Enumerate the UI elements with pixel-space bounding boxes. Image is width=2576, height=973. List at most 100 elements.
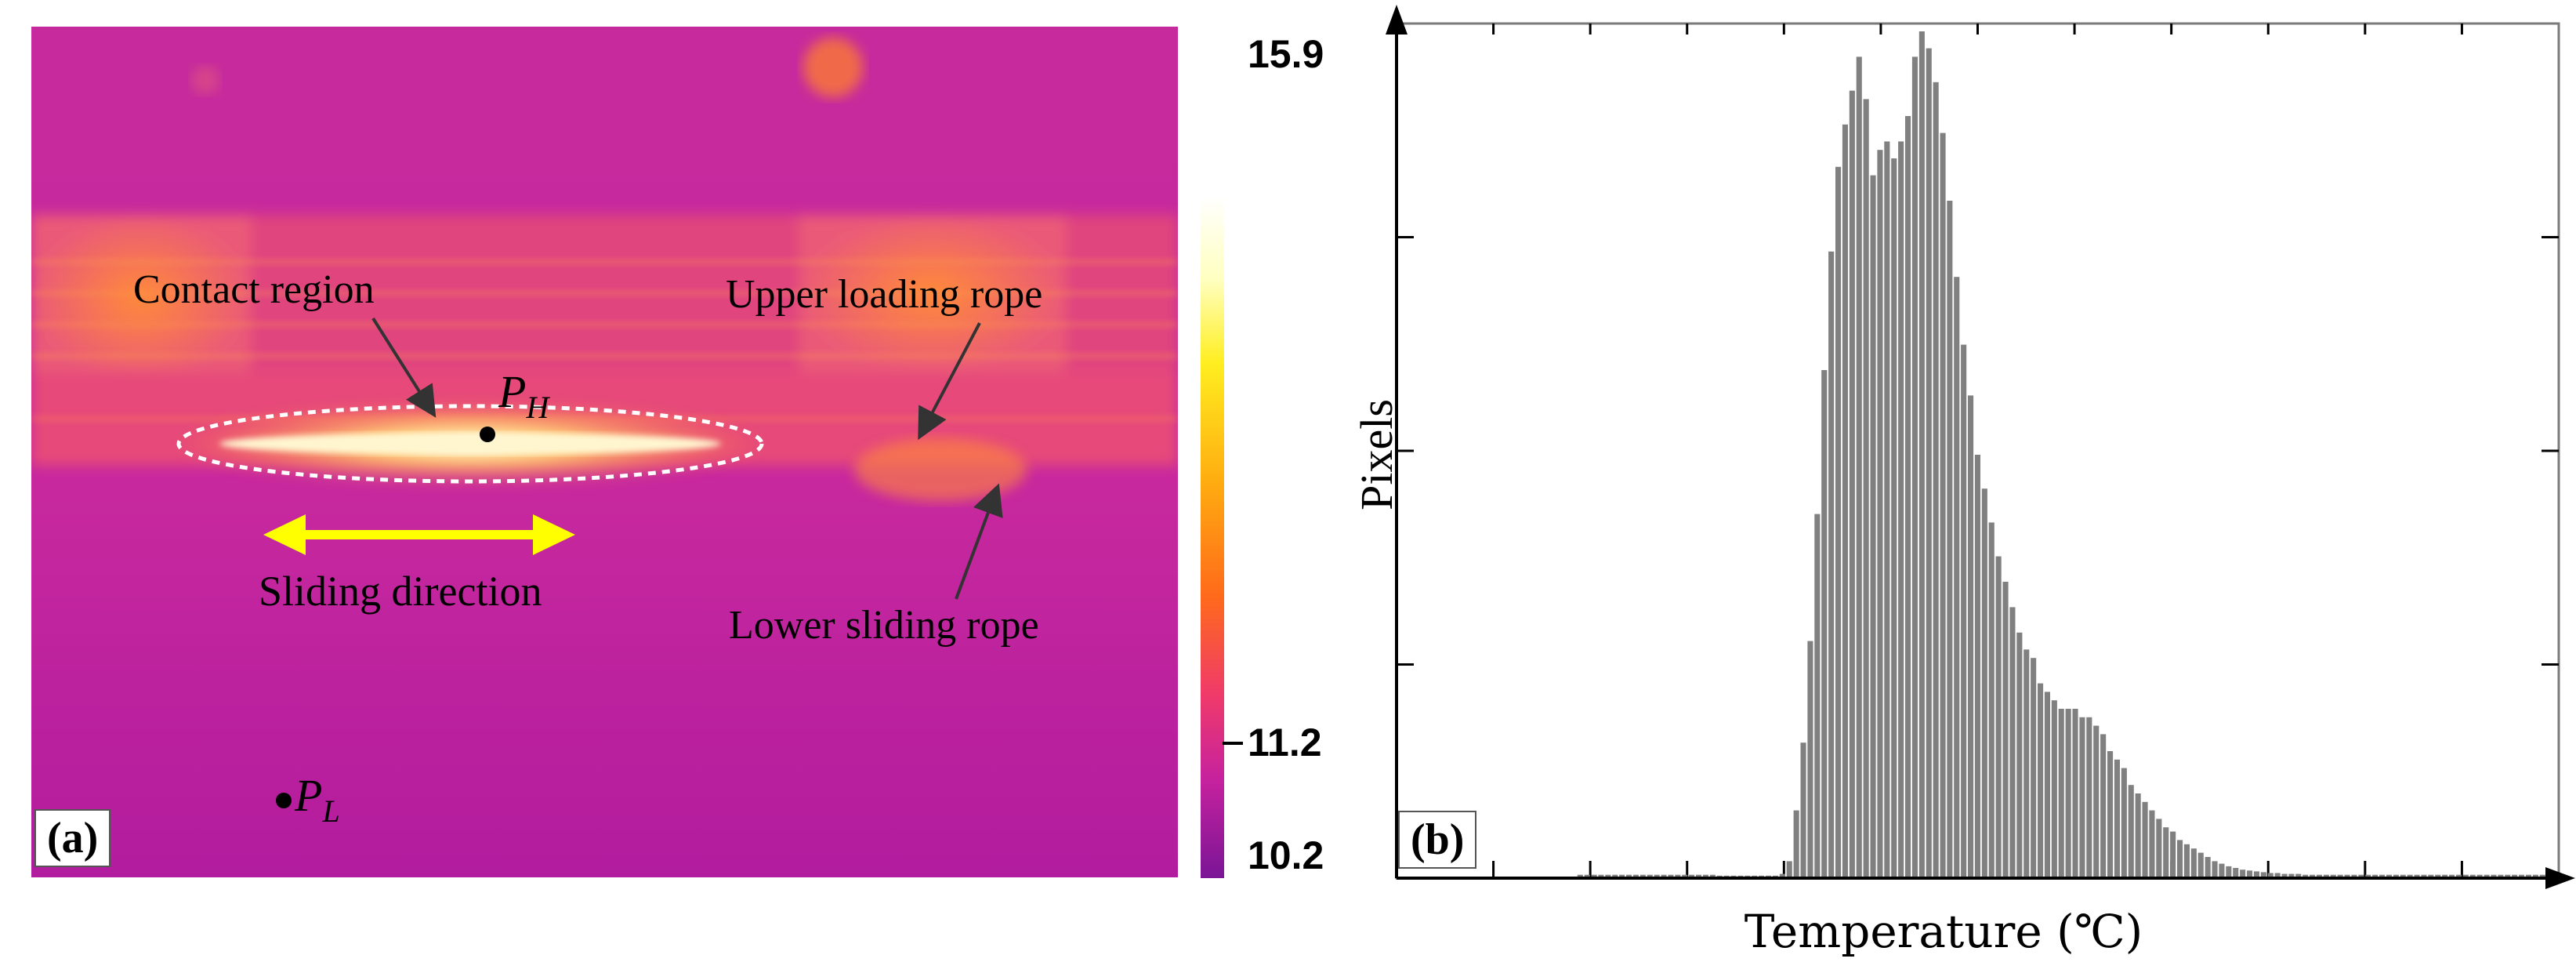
histogram-bar xyxy=(2400,874,2406,878)
histogram-bar xyxy=(2009,607,2016,878)
histogram-bar xyxy=(2386,874,2392,878)
histogram-bar xyxy=(2100,734,2107,878)
colorbar-min-label: 10.2 xyxy=(1248,833,1324,877)
histogram-bar xyxy=(1619,874,1625,878)
histogram-bar xyxy=(2435,874,2441,878)
histogram-bar xyxy=(2505,874,2511,878)
histogram-bar xyxy=(2016,632,2023,878)
ph-point xyxy=(480,427,495,442)
histogram-bar xyxy=(1654,874,1660,878)
histogram-bar xyxy=(2288,873,2295,878)
histogram-bar xyxy=(2135,793,2141,878)
histogram-bar xyxy=(1807,641,1813,878)
histogram-bar xyxy=(2149,810,2155,878)
histogram-bar xyxy=(1689,874,1695,878)
histogram-bar xyxy=(1591,874,1597,878)
colorbar-max-label: 15.9 xyxy=(1248,32,1324,76)
histogram-bar xyxy=(2274,873,2281,878)
histogram-bar xyxy=(2253,871,2259,878)
histogram-bar xyxy=(2379,874,2386,878)
histogram-bar xyxy=(2365,874,2371,878)
histogram-bar xyxy=(1800,742,1806,878)
histogram-bar xyxy=(1821,370,1828,878)
histogram-bar xyxy=(1605,874,1611,878)
histogram-bar xyxy=(2519,874,2525,878)
histogram-bar xyxy=(1988,522,1994,878)
histogram-bar xyxy=(2498,874,2504,878)
ph-label: PH xyxy=(498,366,550,425)
upper-loading-rope-label: Upper loading rope xyxy=(726,272,1042,317)
contact-region-label: Contact region xyxy=(133,267,375,312)
histogram-bar xyxy=(2190,848,2197,878)
histogram-bar xyxy=(1598,874,1604,878)
histogram-bar xyxy=(2330,874,2336,878)
histogram-bar xyxy=(1626,874,1632,878)
contact-hot-core xyxy=(219,433,721,455)
histogram-bar xyxy=(2532,874,2538,878)
histogram-bar xyxy=(1981,488,1987,878)
lower-rope-warm xyxy=(854,438,1027,501)
histogram-chart: Pixels Temperature (℃) xyxy=(1351,5,2575,958)
histogram-bar xyxy=(2142,801,2148,878)
histogram-bar xyxy=(1856,56,1862,878)
histogram-bar xyxy=(1954,277,1960,878)
histogram-bar xyxy=(2393,874,2399,878)
histogram-bars xyxy=(1577,31,2552,879)
histogram-bar xyxy=(2240,870,2246,878)
histogram-bar xyxy=(2281,873,2288,878)
histogram-bar xyxy=(2247,870,2253,878)
histogram-bar xyxy=(2093,725,2100,878)
histogram-bar xyxy=(1898,141,1904,878)
histogram-bar xyxy=(2525,874,2531,878)
histogram-bar xyxy=(2462,874,2469,878)
histogram-bar xyxy=(2163,827,2169,878)
histogram-bar xyxy=(2086,717,2092,878)
histogram-bar xyxy=(2323,874,2329,878)
histogram-bar xyxy=(2197,852,2204,878)
histogram-bar xyxy=(1584,874,1590,878)
histogram-bar xyxy=(1926,48,1932,879)
x-axis-arrowhead xyxy=(2545,867,2575,889)
histogram-bar xyxy=(2421,874,2427,878)
histogram-bar xyxy=(1877,150,1883,878)
histogram-bar xyxy=(1814,514,1821,878)
histogram-bar xyxy=(1995,556,2002,878)
histogram-bar xyxy=(1779,873,1785,878)
histogram-bar xyxy=(2512,874,2518,878)
histogram-bar xyxy=(2128,785,2134,878)
histogram-bar xyxy=(2079,717,2085,878)
histogram-bar xyxy=(2156,819,2162,878)
histogram-bar xyxy=(1828,251,1835,878)
contact-region-arrow xyxy=(371,317,437,418)
histogram-bar xyxy=(1577,874,1583,878)
histogram-bar xyxy=(2428,874,2434,878)
histogram-bar xyxy=(2455,874,2462,878)
histogram-bar xyxy=(2414,874,2420,878)
hot-spot-top-left xyxy=(191,66,219,94)
colorbar-mid-label: 11.2 xyxy=(1248,721,1322,764)
histogram-bar xyxy=(1842,124,1848,879)
histogram-bar xyxy=(2205,857,2211,878)
histogram-bar xyxy=(2337,874,2343,878)
hot-spot-top xyxy=(803,38,863,97)
histogram-bar xyxy=(1793,810,1799,878)
histogram-bar xyxy=(2233,868,2239,878)
histogram-bar xyxy=(2358,874,2364,878)
histogram-bar xyxy=(2539,874,2545,878)
panel-b-tag: (b) xyxy=(1398,811,1477,869)
histogram-bar xyxy=(1786,861,1792,878)
histogram-bar xyxy=(1884,141,1890,878)
histogram-bar xyxy=(2170,831,2176,878)
histogram-bar xyxy=(1632,874,1639,878)
histogram-bar xyxy=(2051,700,2057,878)
histogram-bar xyxy=(1911,56,1918,878)
sliding-direction-label: Sliding direction xyxy=(259,568,542,615)
histogram-bar xyxy=(2023,649,2030,878)
histogram-bar xyxy=(1863,99,1869,878)
histogram-bar xyxy=(1947,201,1953,878)
histogram-bar xyxy=(1612,874,1618,878)
histogram-bar xyxy=(1639,874,1646,878)
histogram-bar xyxy=(1668,874,1674,878)
histogram-bar xyxy=(1933,82,1939,879)
histogram-bar xyxy=(2065,709,2071,878)
